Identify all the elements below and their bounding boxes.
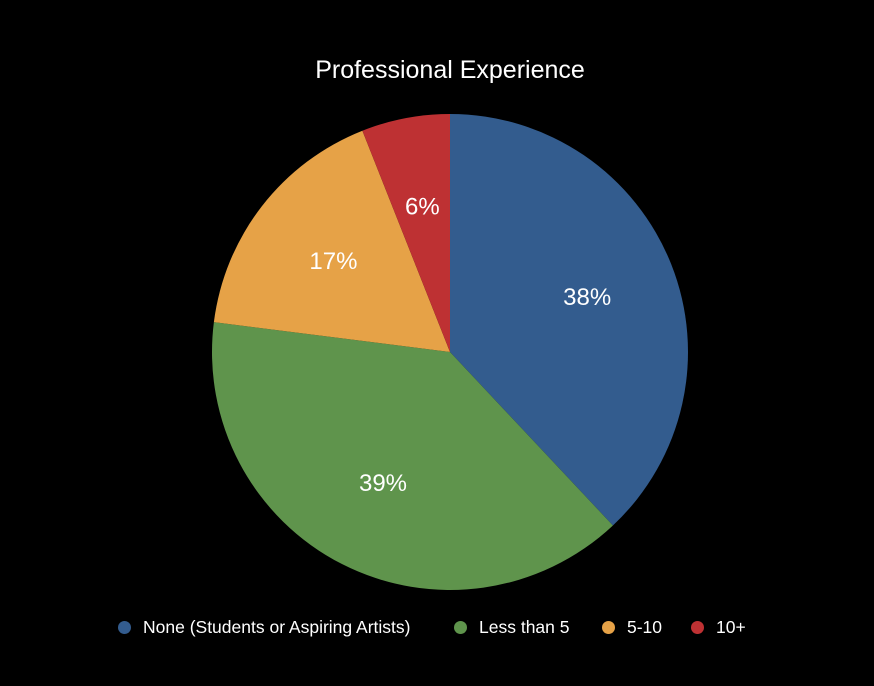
legend-label: Less than 5: [479, 616, 570, 637]
chart-title: Professional Experience: [315, 56, 585, 84]
legend-swatch: [602, 620, 615, 634]
legend-swatch: [118, 620, 131, 634]
pie-slice: [213, 130, 450, 352]
legend-label: 5-10: [627, 616, 663, 637]
pie-slice: [212, 322, 613, 590]
pie-slice: [450, 114, 688, 526]
legend-label: None (Students or Aspiring Artists): [143, 616, 411, 637]
slice-value-label: 17%: [309, 248, 357, 275]
legend-item: None (Students or Aspiring Artists): [118, 614, 410, 640]
legend-item: Less than 5: [454, 614, 569, 640]
pie-slice: [362, 114, 450, 352]
chart-legend: None (Students or Aspiring Artists) Less …: [0, 614, 874, 640]
slice-value-label: 39%: [359, 470, 407, 497]
legend-swatch: [691, 620, 704, 634]
legend-item: 10+: [691, 614, 746, 640]
legend-swatch: [454, 620, 467, 634]
legend-item: 5-10: [602, 614, 662, 640]
slice-value-label: 38%: [563, 284, 611, 311]
legend-label: 10+: [716, 616, 746, 637]
slice-value-label: 6%: [405, 194, 440, 221]
